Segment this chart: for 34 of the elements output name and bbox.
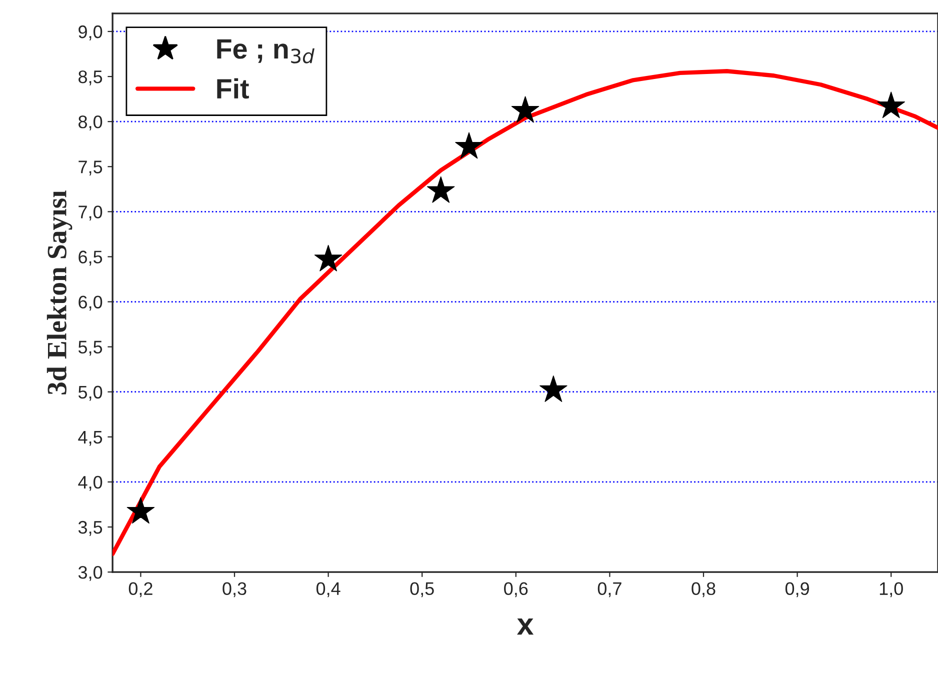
y-tick-label: 8,0 <box>78 116 102 130</box>
point <box>426 176 455 203</box>
point <box>877 92 905 118</box>
y-tick-label: 6,0 <box>78 296 102 311</box>
x-tick-label: 0,8 <box>692 582 716 598</box>
y-tick-label: 5,0 <box>78 386 102 401</box>
point <box>540 375 568 402</box>
y-tick-label: 5,5 <box>78 340 102 356</box>
y-tick-label: 3,5 <box>78 520 102 536</box>
x-tick-label: 1,0 <box>880 582 903 598</box>
point <box>314 244 342 272</box>
y-tick-label: 3,0 <box>78 566 102 581</box>
point <box>455 132 483 159</box>
y-tick-label: 7,5 <box>78 160 102 176</box>
point <box>511 96 540 123</box>
y-tick-label: 7,0 <box>78 206 102 221</box>
y-tick-label: 4,5 <box>78 431 102 446</box>
y-tick-label: 6,5 <box>78 250 102 266</box>
x-tick-label: 0,6 <box>504 582 528 598</box>
x-tick-label: 0,5 <box>410 582 434 598</box>
x-axis-title: x <box>516 618 534 635</box>
x-tick-label: 0,2 <box>128 582 152 598</box>
y-axis-title: 3d Elekton Sayısı <box>46 190 72 394</box>
y-tick-label: 9,0 <box>78 25 102 40</box>
x-tick-label: 0,4 <box>316 582 340 598</box>
y-tick-label: 8,5 <box>78 70 102 86</box>
line-series <box>112 69 938 556</box>
x-tick-label: 0,9 <box>785 582 809 598</box>
legend-label: Fit <box>217 78 249 99</box>
point <box>126 497 155 524</box>
y-tick-label: 4,0 <box>78 476 102 491</box>
x-tick-label: 0,7 <box>598 582 622 598</box>
x-tick-label: 0,3 <box>222 582 246 598</box>
legend-label: Fe ; n$_{3d}$ <box>217 39 314 64</box>
